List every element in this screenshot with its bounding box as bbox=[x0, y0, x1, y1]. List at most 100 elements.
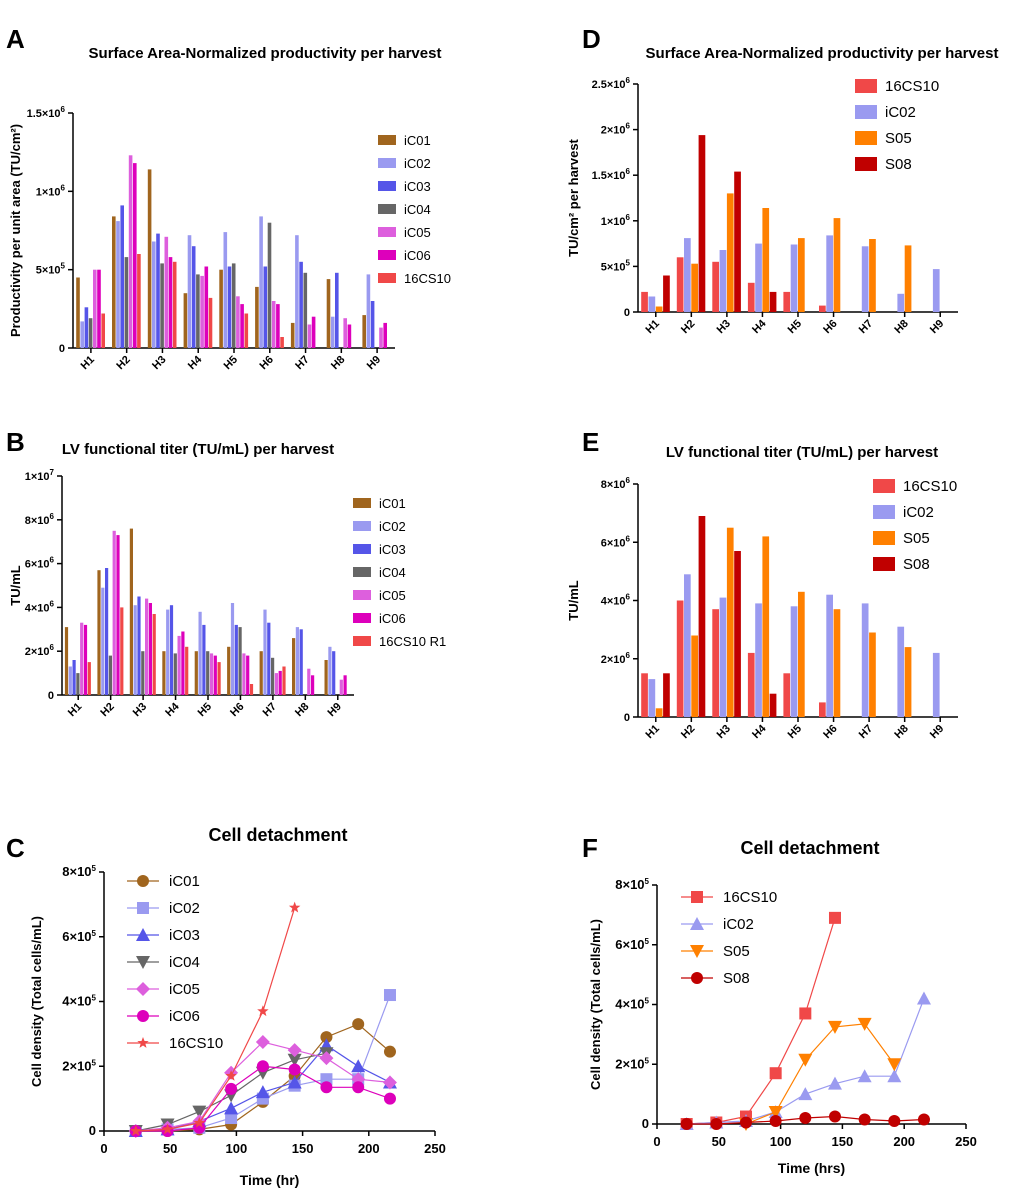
data-point-ic06 bbox=[225, 1082, 238, 1095]
legend-label: iC01 bbox=[404, 133, 431, 148]
bar-ic02 bbox=[897, 293, 905, 312]
bar-ic05 bbox=[236, 296, 240, 348]
data-point-ic05 bbox=[255, 1034, 270, 1049]
x-tick-label: H3 bbox=[150, 354, 168, 372]
y-tick-label: 2×105 bbox=[615, 1056, 649, 1071]
bar-s05 bbox=[904, 245, 912, 312]
data-point-ic02 bbox=[827, 1076, 842, 1090]
bar-ic02 bbox=[263, 609, 267, 695]
x-tick-label: H9 bbox=[928, 723, 946, 741]
bar-16cs10-r1 bbox=[185, 646, 189, 695]
x-tick-label: 0 bbox=[653, 1134, 660, 1149]
bar-16cs10-r1 bbox=[87, 662, 91, 695]
bar-ic05 bbox=[112, 530, 116, 696]
bar-ic06 bbox=[276, 304, 280, 348]
legend-swatch bbox=[378, 181, 396, 191]
legend-label: iC02 bbox=[169, 900, 200, 917]
bar-ic02 bbox=[932, 269, 940, 312]
x-tick-label: 100 bbox=[226, 1141, 248, 1156]
bar-16cs10 bbox=[208, 297, 213, 348]
bar-s08 bbox=[698, 516, 706, 717]
bar-ic02 bbox=[719, 250, 727, 312]
series-line-16cs10 bbox=[686, 917, 836, 1125]
x-tick-label: 200 bbox=[358, 1141, 380, 1156]
x-tick-label: H1 bbox=[66, 701, 84, 719]
panel-letter-b: B bbox=[6, 427, 25, 457]
bar-ic06 bbox=[240, 304, 244, 348]
bar-ic02 bbox=[897, 626, 905, 717]
legend-swatch bbox=[873, 557, 895, 571]
legend-swatch bbox=[855, 79, 877, 93]
legend-label: S05 bbox=[903, 530, 930, 547]
bar-ic04 bbox=[124, 257, 129, 348]
y-tick-label: 8×105 bbox=[62, 864, 96, 879]
x-tick-label: H7 bbox=[857, 318, 875, 336]
bar-ic05 bbox=[339, 679, 343, 695]
bar-s05 bbox=[726, 193, 734, 312]
bar-ic06 bbox=[343, 675, 347, 695]
legend: iC01 iC02 iC03 iC04 iC05 iC06 16CS10 bbox=[378, 133, 451, 286]
legend-label: iC03 bbox=[169, 927, 200, 944]
bar-ic02 bbox=[861, 246, 869, 312]
bar-ic03 bbox=[191, 246, 196, 348]
bar-ic05 bbox=[177, 635, 181, 695]
panel-letter-f: F bbox=[582, 833, 598, 863]
bar-ic04 bbox=[160, 263, 164, 348]
bar-ic05 bbox=[209, 653, 214, 695]
legend-label: iC06 bbox=[169, 1008, 200, 1025]
data-point-16cs10 bbox=[799, 1007, 812, 1020]
bar-ic02 bbox=[648, 296, 656, 312]
bar-ic01 bbox=[129, 528, 133, 695]
y-tick-label: 5×105 bbox=[601, 258, 631, 273]
bar-s05 bbox=[869, 632, 876, 717]
bar-ic03 bbox=[202, 624, 206, 695]
chart-title: Surface Area-Normalized productivity per… bbox=[646, 45, 999, 62]
x-tick-label: 150 bbox=[292, 1141, 314, 1156]
bar-s08 bbox=[663, 673, 670, 717]
chart-d: Surface Area-Normalized productivity per… bbox=[566, 45, 998, 336]
x-tick-label: H4 bbox=[186, 353, 205, 372]
legend-label: iC01 bbox=[379, 496, 406, 511]
legend-marker bbox=[137, 902, 149, 914]
legend-marker bbox=[690, 945, 704, 958]
x-tick-label: 50 bbox=[163, 1141, 177, 1156]
bar-16cs10-r1 bbox=[249, 684, 254, 695]
data-point-16cs10 bbox=[193, 1116, 205, 1128]
x-tick-label: H4 bbox=[750, 722, 769, 741]
data-point-ic02 bbox=[887, 1069, 902, 1083]
bar-ic01 bbox=[76, 277, 80, 348]
x-axis-label: Time (hrs) bbox=[778, 1160, 845, 1176]
legend-swatch bbox=[378, 227, 396, 237]
series-line-16cs10 bbox=[135, 907, 296, 1132]
x-tick-label: H4 bbox=[750, 317, 769, 336]
bar-s05 bbox=[833, 218, 841, 312]
bar-ic01 bbox=[112, 216, 116, 348]
bar-ic03 bbox=[299, 629, 303, 695]
legend-label: S08 bbox=[903, 556, 930, 573]
data-point-ic01 bbox=[320, 1031, 333, 1044]
data-point-s05 bbox=[827, 1020, 842, 1034]
data-point-ic05 bbox=[287, 1043, 302, 1058]
bar-ic04 bbox=[108, 655, 112, 695]
bar-ic01 bbox=[219, 269, 223, 348]
legend-label: iC01 bbox=[169, 873, 200, 890]
bar-ic02 bbox=[295, 627, 299, 695]
data-point-s08 bbox=[739, 1116, 752, 1129]
x-tick-label: H2 bbox=[679, 723, 697, 741]
y-tick-label: 2×106 bbox=[601, 651, 631, 666]
x-tick-label: H5 bbox=[222, 354, 240, 372]
bar-ic03 bbox=[370, 301, 375, 348]
bar-ic06 bbox=[148, 603, 152, 695]
data-point-s08 bbox=[858, 1113, 871, 1126]
data-point-ic06 bbox=[320, 1081, 333, 1094]
bar-ic02 bbox=[861, 603, 869, 717]
bar-16cs10 bbox=[137, 254, 141, 348]
bar-ic01 bbox=[183, 293, 188, 348]
bar-ic03 bbox=[267, 622, 271, 695]
bar-ic04 bbox=[141, 651, 145, 695]
y-tick-label: 0 bbox=[48, 690, 54, 702]
y-tick-label: 2.5×106 bbox=[592, 76, 631, 91]
bar-ic05 bbox=[307, 324, 312, 348]
legend-marker bbox=[136, 928, 150, 941]
legend-label: iC05 bbox=[169, 981, 200, 998]
